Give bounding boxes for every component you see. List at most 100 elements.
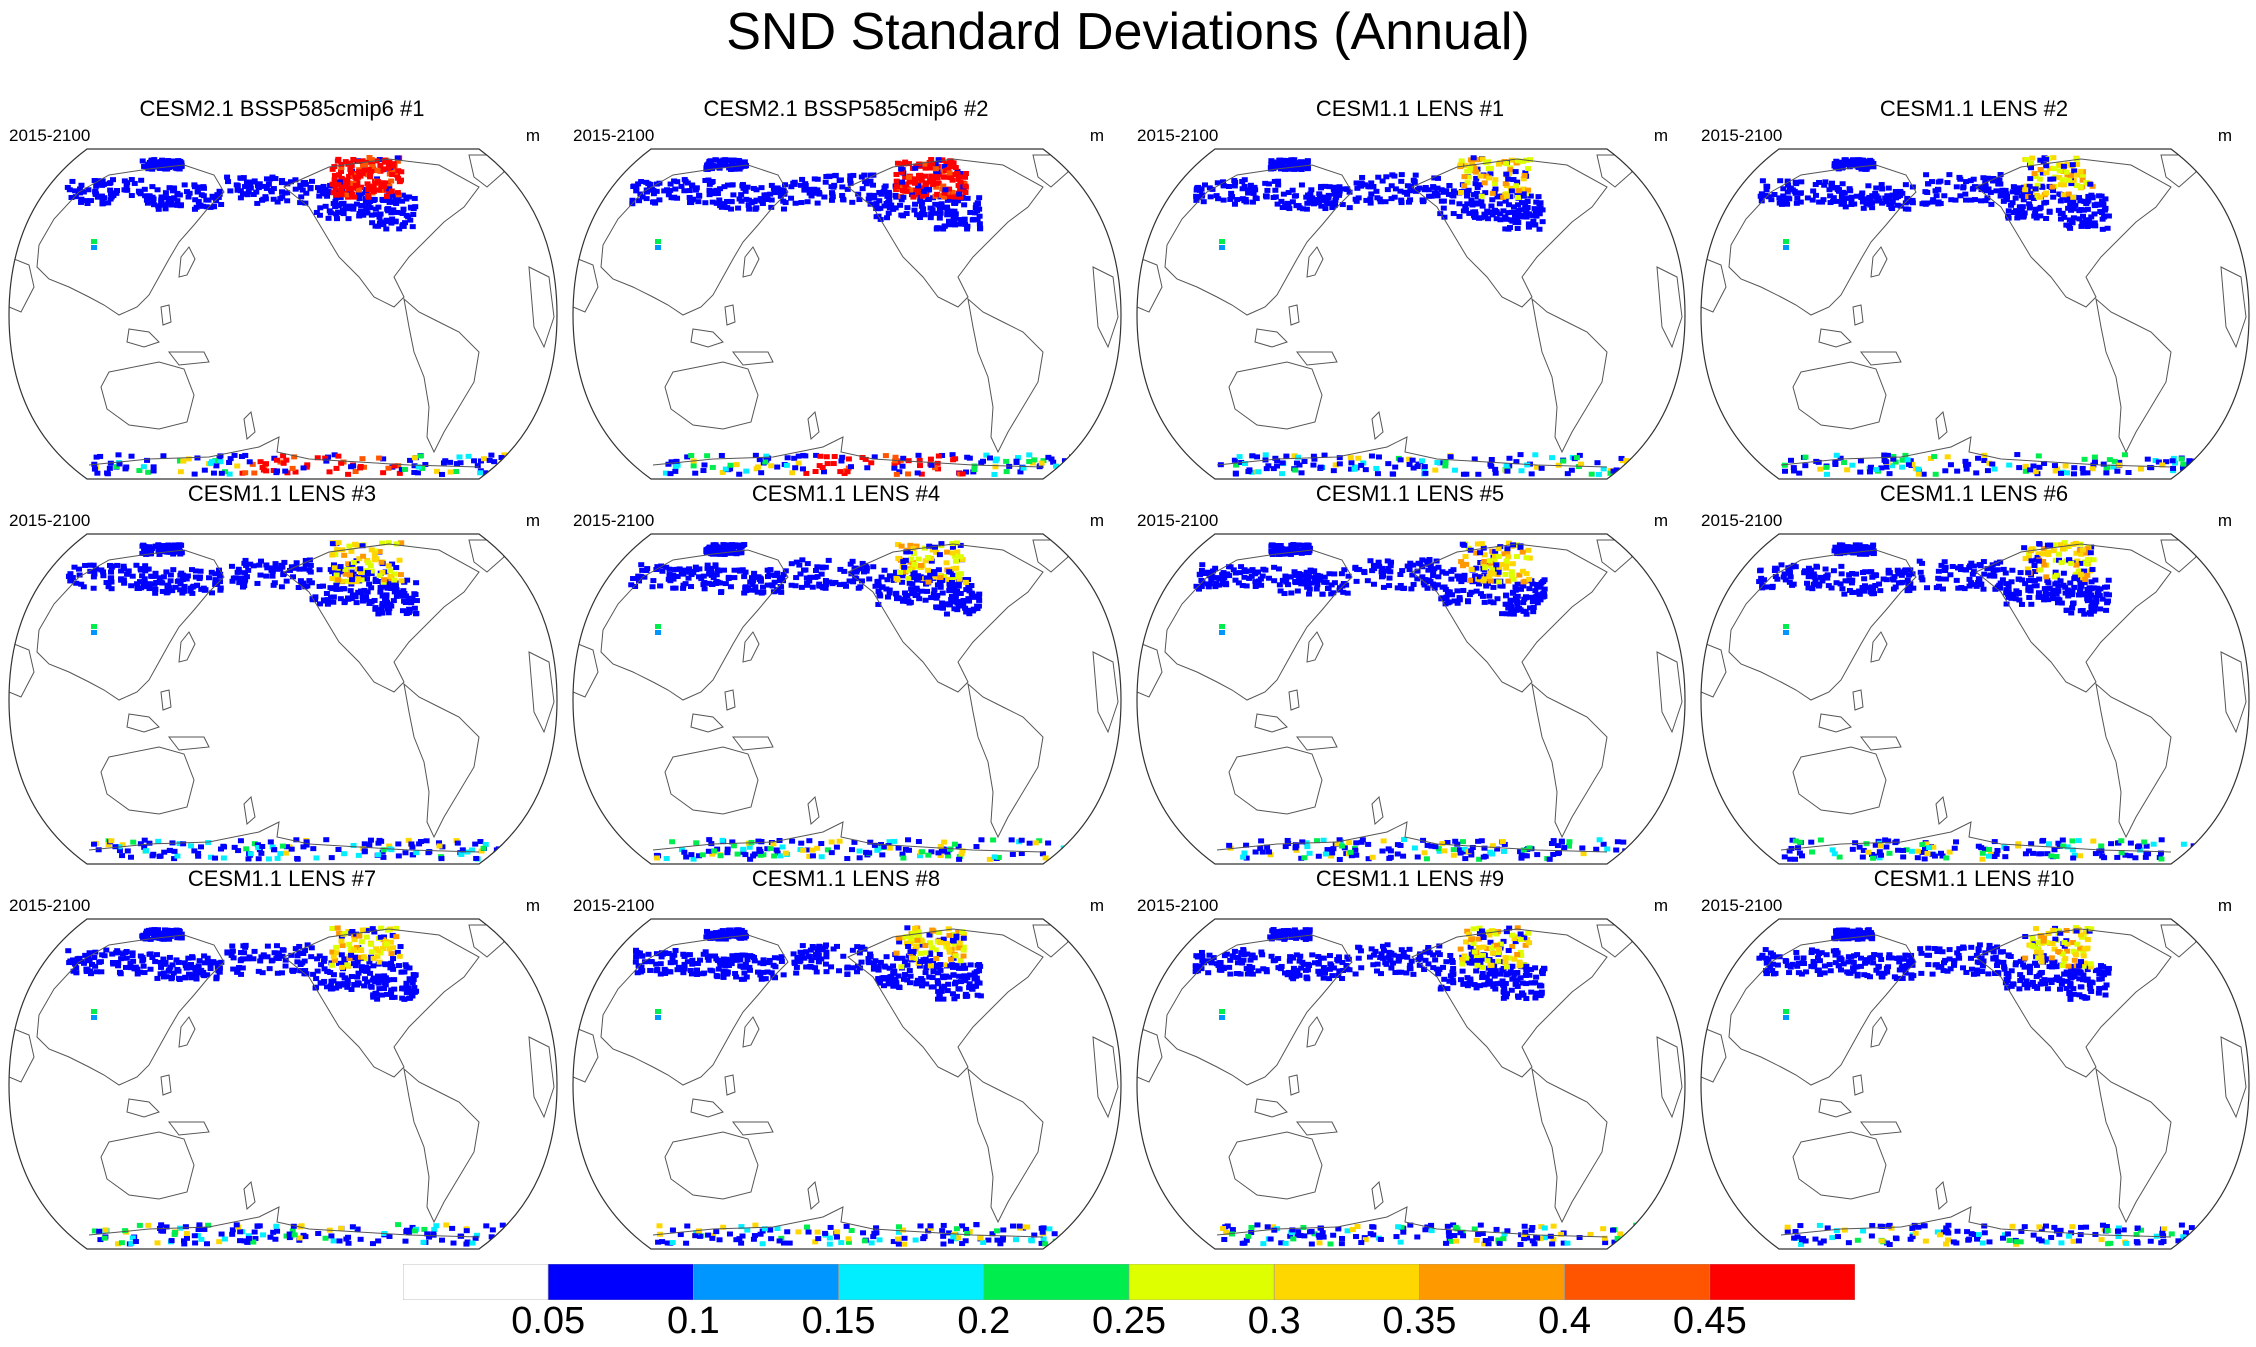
snow-cell-north [875,588,882,594]
snow-cell-north [303,583,310,589]
snow-cell-arctic [2077,168,2084,174]
snow-cell-antarctic [1580,851,1587,857]
snow-cell-north [764,574,771,580]
snow-cell-north [2088,192,2095,198]
snow-cell-antarctic [1368,453,1375,459]
snow-cell-north [1492,578,1499,584]
snow-cell-antarctic [361,464,368,470]
snow-cell-north [742,188,749,194]
snow-cell-antarctic [1026,840,1033,846]
snow-cell-arctic [347,186,354,192]
snow-cell-antarctic [1362,467,1369,473]
snow-cell-antarctic [1857,458,1864,464]
snow-cell-north [975,594,982,600]
snow-cell-antarctic [844,856,851,862]
snow-cell-antarctic [282,468,289,474]
map-border [8,533,558,865]
snow-cell-north [1338,571,1345,577]
snow-cell-north [1827,193,1834,199]
snow-cell-north [847,561,854,567]
snow-cell-north [1839,586,1846,592]
snow-cell-north [1813,192,1820,198]
snow-cell-north [345,216,352,222]
snow-cell-arctic [949,189,956,195]
snow-cell-north [1834,198,1841,204]
snow-cell-north [333,582,340,588]
snow-cell-north [1249,567,1256,573]
snow-cell-north [189,567,196,573]
snow-cell-antarctic [1347,455,1354,461]
snow-cell-north [1408,586,1415,592]
snow-cell-north [139,543,146,549]
snow-cell-tibet [1219,245,1225,250]
snow-cell-north [1772,574,1779,580]
snow-cell-antarctic [2022,468,2029,474]
snow-cell-north [356,211,363,217]
snow-cell-north [383,592,390,598]
snow-cell-arctic [381,577,388,583]
snow-cell-north [1401,585,1408,591]
snow-cell-antarctic [1579,845,1586,851]
snow-cell-north [1202,570,1209,576]
snow-cell-antarctic [1259,849,1266,855]
snow-cell-north [177,587,184,593]
snow-cell-north [1503,592,1510,598]
snow-cell-north [866,576,873,582]
snow-cell-arctic [1487,171,1494,177]
snow-cell-antarctic [1421,464,1428,470]
snow-cell-north [1303,194,1310,200]
snow-cell-north [1497,217,1504,223]
snow-cell-arctic [2039,170,2046,176]
snow-cell-antarctic [838,458,845,464]
snow-cell-tibet [91,239,97,244]
snow-cell-antarctic [1520,847,1527,853]
snow-cell-north [192,574,199,580]
snow-cell-north [235,566,242,572]
snow-cell-north [105,584,112,590]
snow-cell-antarctic [1334,841,1341,847]
snow-cell-north [762,196,769,202]
snow-cell-north [840,581,847,587]
snow-cell-north [1344,186,1351,192]
snow-cell-arctic [937,574,944,580]
snow-cell-arctic [331,177,338,183]
snow-cell-north [916,596,923,602]
snow-cell-north [1534,600,1541,606]
snow-cell-north [1757,567,1764,573]
snow-cell-north [1239,583,1246,589]
snow-cell-antarctic [806,853,813,859]
snow-cell-arctic [2064,172,2071,178]
coastline [528,651,555,734]
snow-cell-arctic [2070,177,2077,183]
snow-cell-arctic [2027,176,2034,182]
snow-cell-antarctic [754,464,761,470]
snow-cell-antarctic [243,846,250,852]
snow-cell-antarctic [1301,459,1308,465]
snow-cell-arctic [941,190,948,196]
snow-cell-arctic [1514,179,1521,185]
snow-cell-arctic [345,561,352,567]
snow-cell-north [1368,191,1375,197]
snow-cell-north [128,193,135,199]
snow-cell-north [174,202,181,208]
snow-cell-north [158,579,165,585]
snow-cell-antarctic [458,851,465,857]
snow-cell-antarctic [140,464,147,470]
snow-cell-antarctic [1076,839,1083,845]
coastline [724,304,736,326]
snow-cell-arctic [955,573,962,579]
snow-cell-antarctic [2036,464,2043,470]
snow-cell-north [1353,578,1360,584]
snow-cell-arctic [1458,158,1465,164]
snow-cell-north [197,574,204,580]
snow-cell-antarctic [916,463,923,469]
snow-cell-north [405,214,412,220]
snow-cell-antarctic [1524,462,1531,468]
snow-cell-north [1874,198,1881,204]
snow-cell-north [2099,226,2106,232]
snow-cell-antarctic [217,453,224,459]
snow-cell-arctic [933,184,940,190]
snow-cell-north [705,177,712,183]
snow-cell-arctic [958,571,965,577]
snow-cell-north [2080,213,2087,219]
